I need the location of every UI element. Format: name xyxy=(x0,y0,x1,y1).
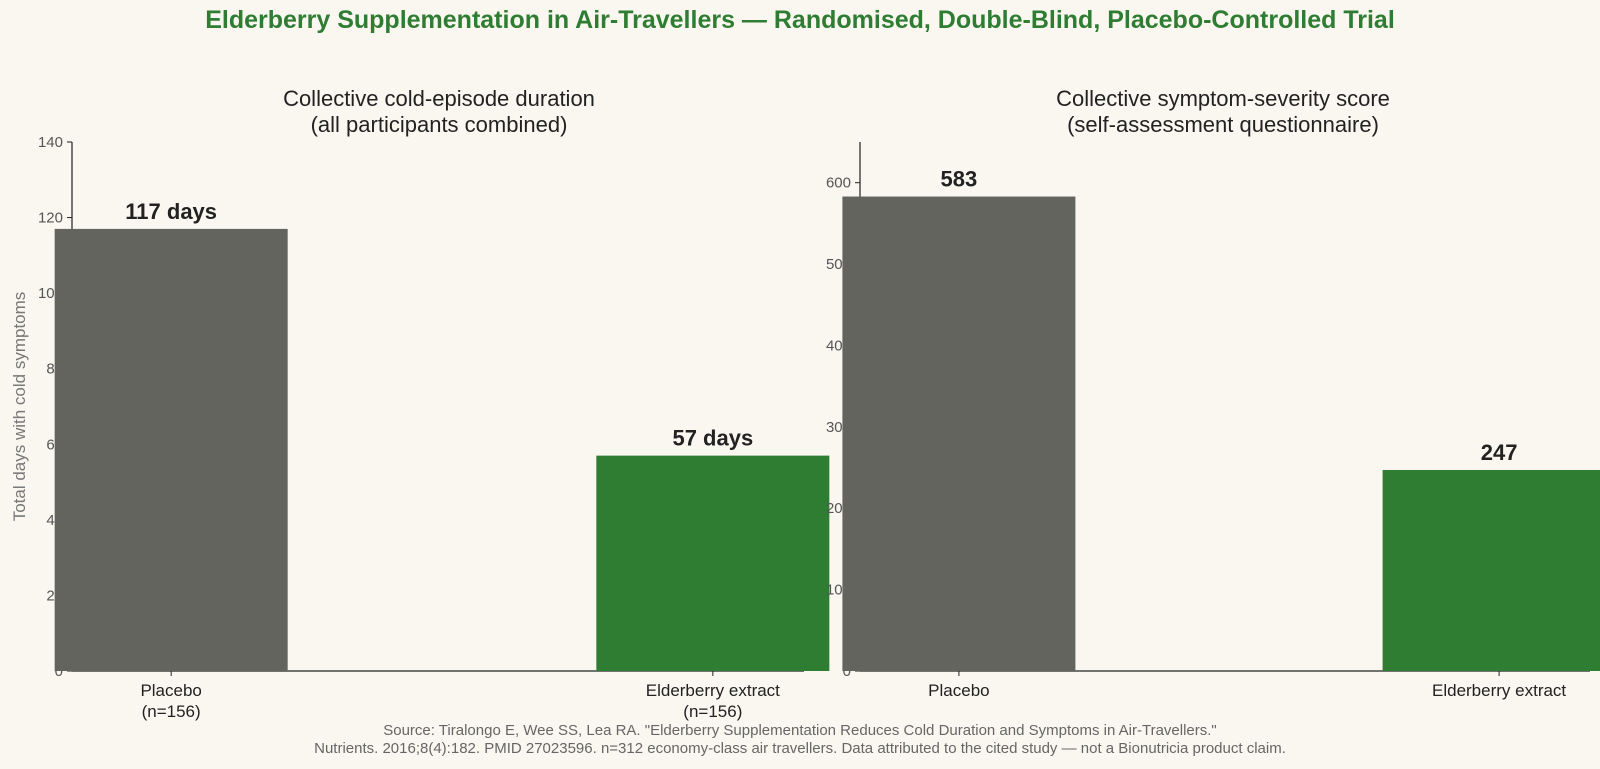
panel-0-category-label-1: Elderberry extract xyxy=(646,681,780,700)
panel-1-value-label-0: 583 xyxy=(941,167,978,192)
source-line-1: Source: Tiralongo E, Wee SS, Lea RA. "El… xyxy=(383,722,1217,739)
panel-0-category-sublabel-1: (n=156) xyxy=(683,702,742,721)
panel-0-ytick-label: 140 xyxy=(38,134,63,151)
panel-1-value-label-1: 247 xyxy=(1481,440,1518,465)
panel-1-bar-0 xyxy=(842,196,1076,671)
panel-0-ytick-label: 120 xyxy=(38,210,63,227)
panel-0-bar-0 xyxy=(54,228,288,671)
panel-1-category-label-1: Elderberry extract xyxy=(1432,681,1566,700)
main-title: Elderberry Supplementation in Air-Travel… xyxy=(205,6,1395,34)
panel-0-value-label-1: 57 days xyxy=(672,426,753,451)
panel-1-category-label-0: Placebo xyxy=(928,681,989,700)
panel-1-title: Collective symptom-severity score xyxy=(1056,86,1390,111)
panel-1-subtitle: (self-assessment questionnaire) xyxy=(1067,112,1379,137)
panel-0-ytick-label: 0 xyxy=(55,663,63,680)
panel-1-ytick-label: 600 xyxy=(826,175,851,192)
panel-0-category-sublabel-0: (n=156) xyxy=(142,702,201,721)
panel-0-y-axis-label: Total days with cold symptoms xyxy=(10,292,29,522)
panel-0-title: Collective cold-episode duration xyxy=(283,86,595,111)
panel-0-category-label-0: Placebo xyxy=(140,681,201,700)
panel-0-subtitle: (all participants combined) xyxy=(311,112,568,137)
panel-1-bar-1 xyxy=(1382,469,1600,671)
panel-1-ytick-label: 0 xyxy=(843,663,851,680)
source-line-2: Nutrients. 2016;8(4):182. PMID 27023596.… xyxy=(314,740,1286,757)
panel-0-bar-1 xyxy=(596,455,830,671)
panel-0-value-label-0: 117 days xyxy=(125,199,217,224)
